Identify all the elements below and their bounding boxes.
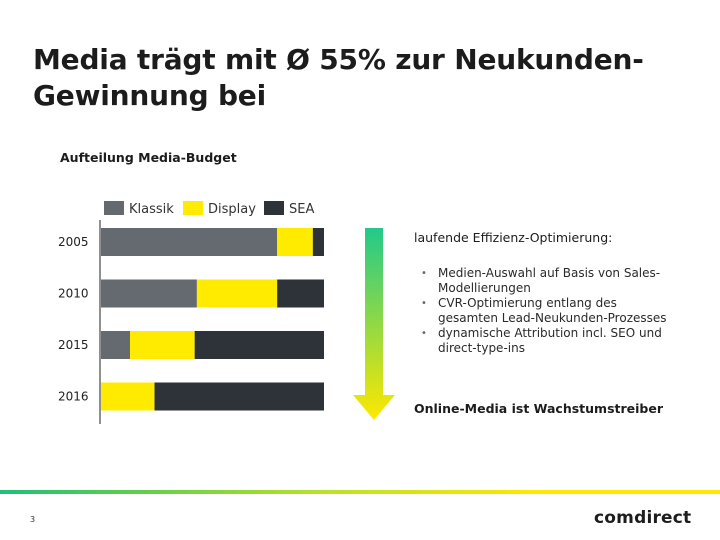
comdirect-logo: comdirect (594, 508, 692, 528)
bullet-text: dynamische Attribution incl. SEO und dir… (438, 326, 662, 355)
legend-swatch-display (183, 201, 203, 215)
bar-segment-klassik-2005 (101, 228, 278, 256)
efficiency-heading: laufende Effizienz-Optimierung: (414, 230, 613, 245)
bar-segment-display-2016 (101, 382, 155, 411)
bullet-item: • dynamische Attribution incl. SEO und di… (414, 326, 678, 356)
efficiency-bullet-list: • Medien-Auswahl auf Basis von Sales-Mode… (414, 266, 694, 356)
bar-segment-klassik-2015 (101, 331, 130, 359)
bullet-text: Medien-Auswahl auf Basis von Sales-Model… (438, 266, 661, 295)
legend-label-sea: SEA (289, 202, 314, 217)
chart-title: Aufteilung Media-Budget (60, 150, 237, 165)
page-number: 3 (30, 515, 36, 524)
bar-segment-sea-2015 (194, 331, 324, 359)
down-arrow-icon (353, 228, 395, 420)
legend-label-display: Display (208, 202, 256, 217)
bar-segment-sea-2010 (277, 279, 324, 308)
legend-swatch-klassik (104, 201, 124, 215)
category-label-2010: 2010 (58, 287, 89, 301)
category-label-2016: 2016 (58, 390, 89, 404)
bar-segment-klassik-2010 (101, 279, 197, 308)
slide-title: Media trägt mit Ø 55% zur Neukunden-Gewi… (33, 43, 644, 112)
legend-swatch-sea (264, 201, 284, 215)
footer-gradient-bar (0, 490, 720, 494)
bar-segment-sea-2005 (312, 228, 324, 256)
bullet-dot-icon: • (421, 298, 427, 309)
bar-segment-display-2005 (277, 228, 313, 256)
bar-segment-display-2010 (196, 279, 278, 308)
bullet-dot-icon: • (421, 268, 427, 279)
right-panel: laufende Effizienz-Optimierung: • Medien-… (414, 230, 694, 356)
category-label-2005: 2005 (58, 235, 89, 249)
bullet-item: • Medien-Auswahl auf Basis von Sales-Mode… (414, 266, 678, 296)
conclusion-text: Online-Media ist Wachstumstreiber (414, 401, 664, 416)
bullet-item: • CVR-Optimierung entlang des gesamten Le… (414, 296, 678, 326)
bullet-text: CVR-Optimierung entlang des gesamten Lea… (438, 296, 667, 325)
category-label-2015: 2015 (58, 338, 89, 352)
bar-segment-display-2015 (129, 331, 195, 359)
bullet-dot-icon: • (421, 328, 427, 339)
legend-label-klassik: Klassik (129, 202, 174, 217)
bar-segment-sea-2016 (154, 382, 324, 411)
